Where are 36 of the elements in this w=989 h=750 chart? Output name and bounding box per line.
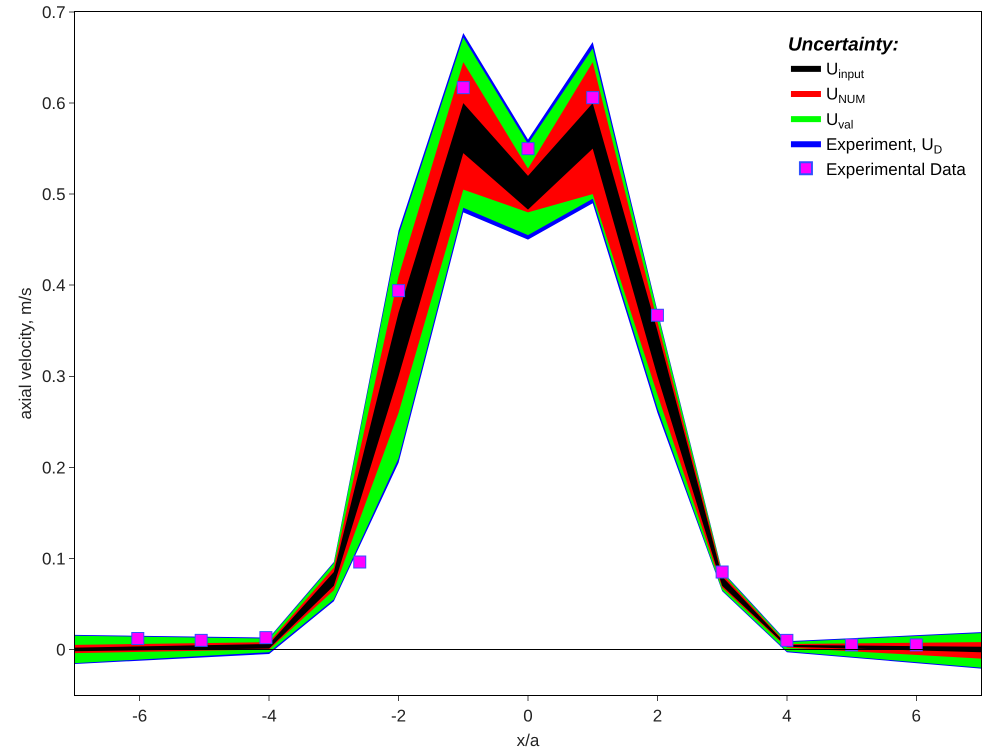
legend-title: Uncertainty: bbox=[788, 34, 899, 56]
y-tick-label: 0.3 bbox=[42, 367, 66, 386]
y-tick-label: 0.5 bbox=[42, 185, 66, 204]
point bbox=[522, 142, 534, 156]
y-axis-title: axial velocity, m/s bbox=[16, 288, 35, 420]
point bbox=[456, 81, 470, 94]
x-tick-label: 6 bbox=[912, 706, 922, 726]
point bbox=[392, 284, 406, 298]
point bbox=[259, 631, 272, 644]
x-tick-label: 0 bbox=[523, 706, 533, 726]
y-tick-label: 0.7 bbox=[42, 2, 66, 22]
x-tick-label: -2 bbox=[391, 706, 406, 726]
x-tick-label: -6 bbox=[132, 706, 148, 726]
y-tick-label: 0.6 bbox=[42, 94, 66, 114]
point bbox=[716, 566, 729, 579]
x-tick-label: 2 bbox=[652, 706, 662, 726]
point bbox=[131, 632, 144, 646]
y-tick-label: 0 bbox=[56, 640, 66, 660]
legend-label: U$_{input}$ bbox=[826, 60, 865, 82]
x-tick-label: 4 bbox=[782, 706, 792, 726]
point bbox=[780, 634, 794, 647]
legend-label: U$_{val}$ bbox=[826, 110, 854, 132]
y-tick-label: 0.4 bbox=[42, 276, 66, 296]
point bbox=[353, 556, 366, 569]
legend-label: Experimental Data bbox=[826, 160, 966, 179]
x-tick-label: -4 bbox=[262, 706, 277, 726]
x-axis-title: x/a bbox=[516, 731, 540, 750]
point bbox=[194, 634, 208, 647]
point bbox=[650, 308, 664, 322]
point bbox=[586, 91, 600, 104]
point bbox=[845, 638, 858, 652]
legend-label: Experiment, U$_{D}$ bbox=[826, 134, 943, 156]
y-tick-label: 0.1 bbox=[42, 549, 66, 568]
y-tick-label: 0.2 bbox=[42, 458, 66, 478]
legend-label: U$_{NUM}$ bbox=[826, 84, 866, 106]
point bbox=[910, 638, 923, 652]
